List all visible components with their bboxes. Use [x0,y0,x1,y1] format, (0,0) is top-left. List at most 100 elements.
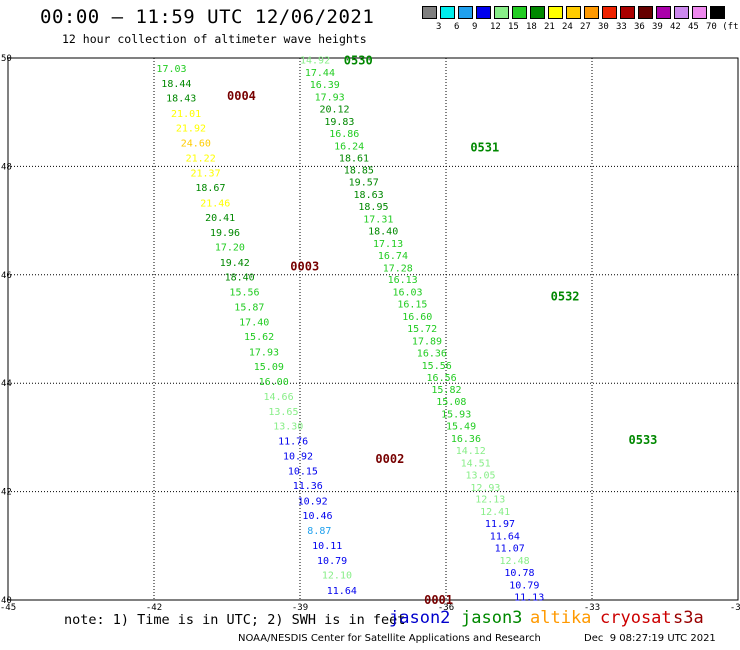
legend-label: 9 [472,22,478,32]
swh-value: 12.93 [470,483,500,494]
legend-swatch [530,6,545,19]
chart-subtitle: 12 hour collection of altimeter wave hei… [62,32,367,46]
swh-value: 14.92 [300,56,330,67]
y-tick-label: 46 [1,271,12,281]
swh-value: 12.41 [480,507,510,518]
swh-value: 16.03 [392,288,422,299]
swh-value: 10.92 [298,496,328,507]
swh-value: 14.12 [456,446,486,457]
swh-value: 15.09 [254,362,284,373]
swh-value: 17.89 [412,336,442,347]
legend-label: 30 [598,22,609,32]
swh-value: 16.39 [310,80,340,91]
swh-value: 16.86 [329,129,359,140]
legend-swatch [548,6,563,19]
legend-swatch [638,6,653,19]
swh-value: 10.15 [288,467,318,478]
legend-label: 42 [670,22,681,32]
plot-frame [7,57,739,601]
satellite-cryosat: cryosat [600,608,672,628]
swh-value: 16.36 [451,434,481,445]
swh-value: 16.15 [397,300,427,311]
pass-label: 0003 [290,260,319,274]
x-tick-label: -30 [730,603,740,613]
swh-value: 16.74 [378,251,408,262]
pass-label: 0532 [551,289,580,303]
x-tick-label: -42 [146,603,162,613]
credit-text: NOAA/NESDIS Center for Satellite Applica… [238,633,541,644]
legend-swatch [656,6,671,19]
legend-swatch [476,6,491,19]
swh-value: 21.01 [171,109,201,120]
swh-value: 17.40 [239,317,269,328]
swh-value: 15.08 [436,397,466,408]
legend-label: 27 [580,22,591,32]
legend-swatch [494,6,509,19]
swh-value: 17.44 [305,68,335,79]
swh-value: 14.51 [461,458,491,469]
swh-value: 16.00 [259,377,289,388]
swh-value: 10.79 [509,580,539,591]
swh-value: 16.13 [388,275,418,286]
x-tick-label: -39 [292,603,308,613]
swh-value: 12.10 [322,571,352,582]
swh-value: 20.12 [319,104,349,115]
swh-value: 13.65 [268,407,298,418]
swh-value: 18.40 [368,226,398,237]
satellite-jason2: jason2 [389,608,451,628]
swh-value: 11.36 [293,481,323,492]
swh-value: 18.63 [354,190,384,201]
legend-label: 21 [544,22,555,32]
legend-label: 39 [652,22,663,32]
legend-label: 70 (ft) [706,22,740,32]
y-tick-label: 50 [1,54,12,64]
legend-swatch [710,6,725,19]
swh-value: 17.28 [383,263,413,274]
x-tick-label: -36 [438,603,454,613]
swh-value: 16.56 [427,373,457,384]
legend-swatch [692,6,707,19]
swh-value: 18.85 [344,166,374,177]
swh-value: 17.93 [315,93,345,104]
y-tick-label: 44 [1,379,12,389]
pass-label: 0002 [375,452,404,466]
swh-value: 15.49 [446,422,476,433]
swh-value: 20.41 [205,213,235,224]
footnote: note: 1) Time is in UTC; 2) SWH is in fe… [64,612,406,628]
swh-value: 17.13 [373,239,403,250]
generated-timestamp: Dec 9 08:27:19 UTC 2021 [584,633,716,644]
legend-label: 24 [562,22,573,32]
swh-value: 21.37 [191,168,221,179]
chart-title: 00:00 – 11:59 UTC 12/06/2021 [40,6,375,28]
swh-value: 11.07 [495,544,525,555]
swh-value: 24.60 [181,139,211,150]
legend-swatch [512,6,527,19]
pass-label: 0004 [227,89,256,103]
swh-value: 11.64 [327,586,357,597]
satellite-altika: altika [530,608,592,628]
legend-label: 6 [454,22,460,32]
swh-value: 16.60 [402,312,432,323]
swh-value: 11.76 [278,437,308,448]
swh-value: 13.05 [465,470,495,481]
swh-value: 18.43 [166,94,196,105]
swh-value: 16.24 [334,141,364,152]
legend-swatch [674,6,689,19]
swh-value: 12.13 [475,495,505,506]
swh-value: 19.96 [210,228,240,239]
swh-value: 10.46 [302,511,332,522]
swh-value: 21.92 [176,123,206,134]
swh-value: 15.87 [234,302,264,313]
swh-value: 18.95 [358,202,388,213]
swh-value: 18.61 [339,153,369,164]
y-tick-label: 42 [1,488,12,498]
swh-value: 10.11 [312,541,342,552]
swh-value: 11.13 [514,592,544,603]
swh-value: 10.78 [504,568,534,579]
swh-value: 17.31 [363,215,393,226]
swh-value: 21.22 [186,153,216,164]
x-tick-label: -45 [0,603,16,613]
legend-swatch [422,6,437,19]
swh-value: 12.48 [500,556,530,567]
